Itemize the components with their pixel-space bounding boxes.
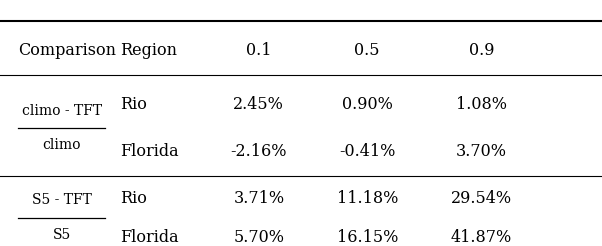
Text: Comparison: Comparison [18,42,116,59]
Text: -0.41%: -0.41% [339,143,396,160]
Text: S5 - TFT: S5 - TFT [32,194,92,207]
Text: climo: climo [43,138,81,152]
Text: 2.45%: 2.45% [234,96,284,113]
Text: S5: S5 [52,228,71,242]
Text: 29.54%: 29.54% [451,189,512,207]
Text: Rio: Rio [120,189,147,207]
Text: 16.15%: 16.15% [337,229,398,246]
Text: 5.70%: 5.70% [234,229,284,246]
Text: 0.1: 0.1 [246,42,272,59]
Text: 11.18%: 11.18% [337,189,398,207]
Text: -2.16%: -2.16% [231,143,287,160]
Text: 0.5: 0.5 [355,42,380,59]
Text: Florida: Florida [120,229,179,246]
Text: Rio: Rio [120,96,147,113]
Text: 3.70%: 3.70% [456,143,507,160]
Text: climo - TFT: climo - TFT [22,104,102,118]
Text: 0.90%: 0.90% [342,96,393,113]
Text: 1.08%: 1.08% [456,96,507,113]
Text: Region: Region [120,42,178,59]
Text: 0.9: 0.9 [469,42,494,59]
Text: 3.71%: 3.71% [234,189,284,207]
Text: 41.87%: 41.87% [451,229,512,246]
Text: Florida: Florida [120,143,179,160]
